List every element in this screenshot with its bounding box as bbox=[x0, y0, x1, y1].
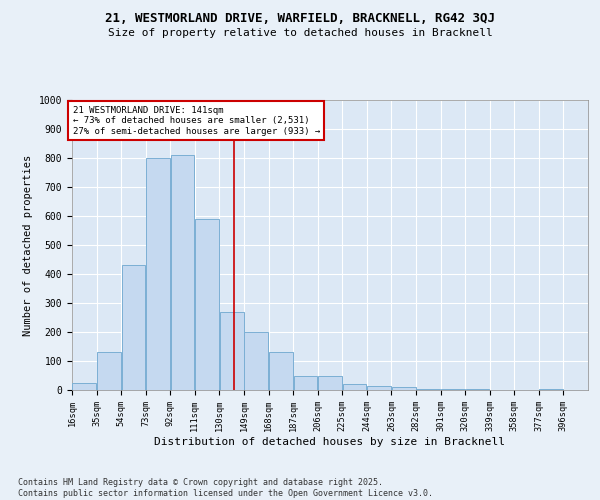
Text: Contains HM Land Registry data © Crown copyright and database right 2025.
Contai: Contains HM Land Registry data © Crown c… bbox=[18, 478, 433, 498]
Bar bbox=[195, 219, 219, 390]
Y-axis label: Number of detached properties: Number of detached properties bbox=[23, 154, 33, 336]
Bar bbox=[244, 332, 268, 390]
Bar bbox=[318, 376, 342, 390]
Bar bbox=[97, 352, 121, 390]
Bar bbox=[269, 352, 293, 390]
X-axis label: Distribution of detached houses by size in Bracknell: Distribution of detached houses by size … bbox=[155, 437, 505, 447]
Text: 21, WESTMORLAND DRIVE, WARFIELD, BRACKNELL, RG42 3QJ: 21, WESTMORLAND DRIVE, WARFIELD, BRACKNE… bbox=[105, 12, 495, 26]
Bar bbox=[392, 387, 416, 390]
Bar bbox=[466, 389, 490, 390]
Bar bbox=[441, 389, 465, 390]
Text: 21 WESTMORLAND DRIVE: 141sqm
← 73% of detached houses are smaller (2,531)
27% of: 21 WESTMORLAND DRIVE: 141sqm ← 73% of de… bbox=[73, 106, 320, 136]
Bar bbox=[343, 384, 367, 390]
Bar bbox=[170, 155, 194, 390]
Bar bbox=[73, 383, 96, 390]
Bar bbox=[146, 158, 170, 390]
Bar bbox=[416, 388, 440, 390]
Bar bbox=[122, 266, 145, 390]
Text: Size of property relative to detached houses in Bracknell: Size of property relative to detached ho… bbox=[107, 28, 493, 38]
Bar bbox=[367, 386, 391, 390]
Bar bbox=[293, 376, 317, 390]
Bar bbox=[220, 312, 244, 390]
